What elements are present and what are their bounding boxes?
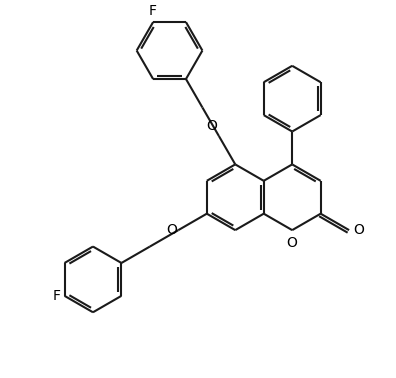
Text: F: F (53, 289, 61, 303)
Text: O: O (353, 223, 364, 237)
Text: O: O (287, 236, 298, 250)
Text: O: O (206, 119, 217, 133)
Text: O: O (166, 223, 177, 237)
Text: F: F (149, 4, 157, 18)
